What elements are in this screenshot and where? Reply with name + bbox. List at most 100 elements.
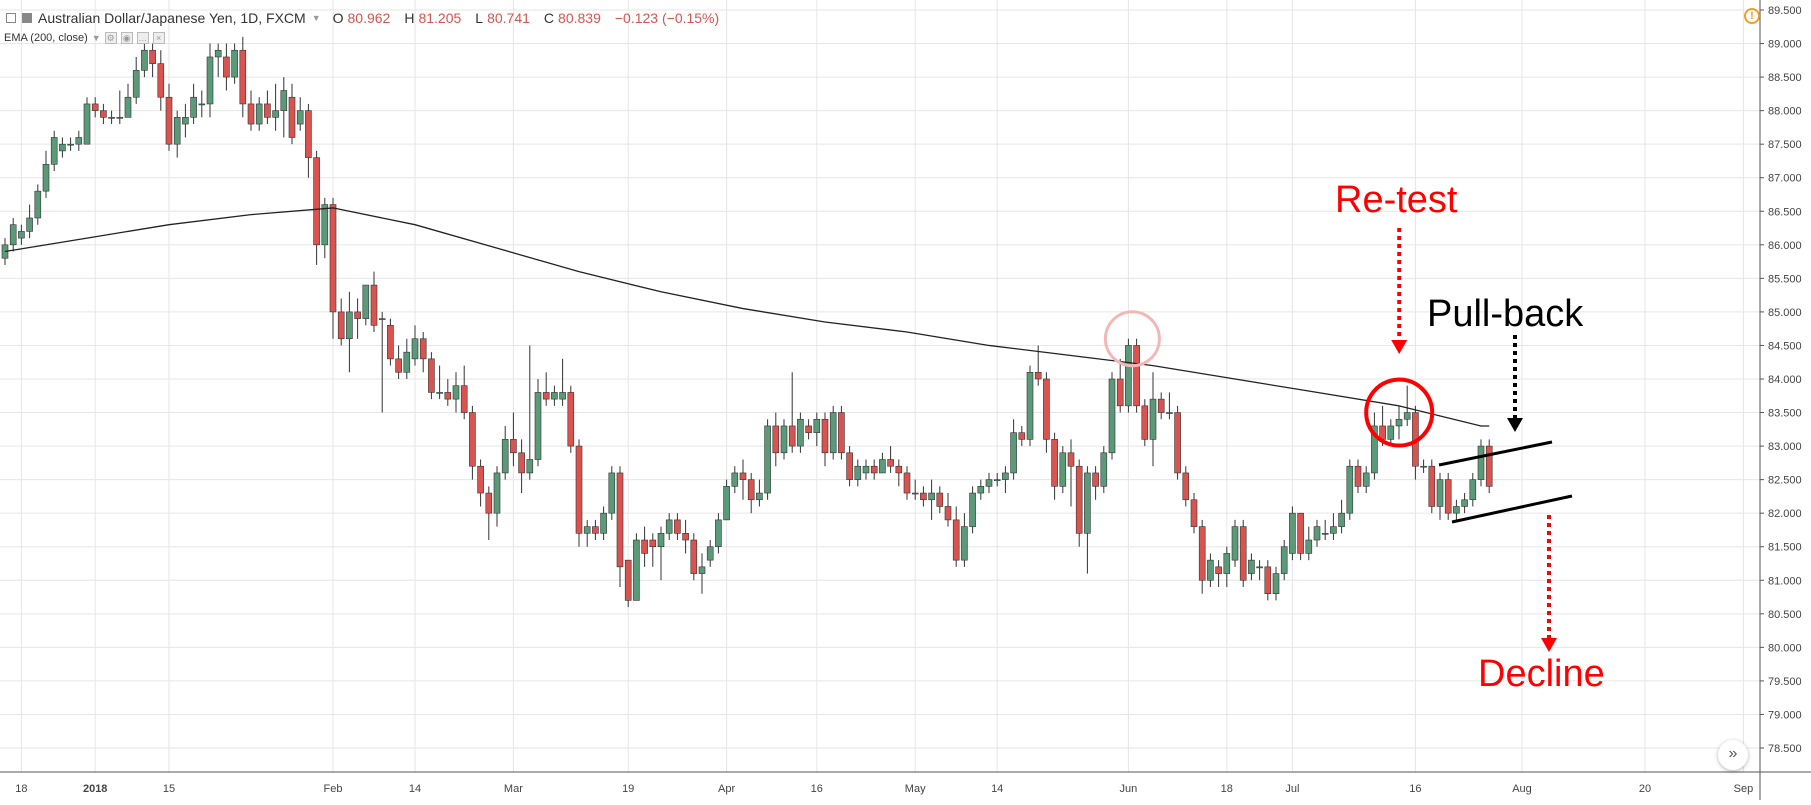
candle-body bbox=[1100, 452, 1108, 487]
more-icon[interactable]: … bbox=[136, 32, 149, 44]
candle bbox=[1108, 372, 1116, 460]
candle bbox=[624, 559, 632, 608]
candle bbox=[756, 479, 763, 507]
candle-body bbox=[895, 465, 903, 474]
candle-body bbox=[747, 479, 755, 501]
candle-body bbox=[1231, 526, 1239, 561]
y-tick-label: 82.500 bbox=[1768, 475, 1802, 487]
candle-body bbox=[124, 96, 132, 118]
candle bbox=[1420, 459, 1427, 473]
candle bbox=[346, 291, 353, 373]
candle bbox=[641, 526, 648, 567]
x-tick-label: 2018 bbox=[83, 783, 107, 795]
scroll-to-end-icon[interactable]: » bbox=[1718, 740, 1748, 770]
candle bbox=[1157, 392, 1165, 420]
candle-body bbox=[42, 164, 50, 192]
candle-body bbox=[34, 190, 42, 219]
chevron-down-icon[interactable]: ▼ bbox=[91, 33, 101, 43]
candle-body bbox=[108, 117, 115, 119]
candle-body bbox=[403, 351, 411, 373]
candle bbox=[108, 110, 115, 125]
candle bbox=[501, 425, 509, 480]
candle-body bbox=[534, 392, 542, 460]
close-icon[interactable]: × bbox=[152, 32, 165, 44]
candle bbox=[1289, 506, 1296, 561]
candle bbox=[231, 43, 238, 84]
candle bbox=[928, 479, 935, 520]
chevron-down-icon[interactable]: ▼ bbox=[311, 13, 321, 23]
candle-body bbox=[567, 392, 575, 447]
candle-body bbox=[337, 311, 345, 340]
candle bbox=[1002, 466, 1009, 494]
symbol-title[interactable]: Australian Dollar/Japanese Yen, 1D, FXCM bbox=[38, 10, 306, 26]
y-tick-label: 84.500 bbox=[1768, 340, 1802, 352]
change-value: −0.123 (−0.15%) bbox=[614, 10, 720, 26]
y-tick-label: 88.000 bbox=[1768, 106, 1802, 118]
candle-body bbox=[649, 539, 657, 548]
candle bbox=[83, 97, 91, 145]
candle-body bbox=[1149, 398, 1157, 440]
settings-icon[interactable]: ⚙ bbox=[104, 32, 117, 44]
candle-body bbox=[1387, 425, 1395, 440]
candle bbox=[1297, 512, 1304, 561]
candle-body bbox=[961, 526, 968, 561]
candle-body bbox=[1026, 371, 1034, 440]
candle bbox=[1453, 499, 1460, 520]
candle bbox=[100, 103, 107, 125]
candle-body bbox=[132, 70, 140, 98]
candle-body bbox=[214, 49, 222, 58]
candle-body bbox=[1067, 452, 1075, 467]
candle-body bbox=[657, 533, 665, 548]
candle bbox=[657, 526, 665, 581]
candle bbox=[255, 97, 263, 131]
x-tick-label: Jul bbox=[1285, 783, 1299, 795]
y-tick-label: 80.500 bbox=[1768, 609, 1802, 621]
candle bbox=[223, 43, 230, 91]
candle bbox=[1215, 560, 1222, 587]
candle-body bbox=[854, 465, 862, 480]
candle-body bbox=[870, 465, 878, 474]
candle bbox=[649, 533, 657, 567]
y-tick-label: 86.500 bbox=[1768, 206, 1802, 218]
y-tick-label: 87.000 bbox=[1768, 173, 1802, 185]
annotation-label: Decline bbox=[1478, 653, 1605, 695]
candle bbox=[1075, 459, 1083, 547]
collapse-icon[interactable] bbox=[6, 13, 16, 23]
candle-body bbox=[1395, 418, 1403, 427]
pullback-arrow-head bbox=[1507, 418, 1523, 432]
candle-body bbox=[1280, 546, 1288, 574]
candle bbox=[1371, 412, 1378, 480]
candle-body bbox=[756, 492, 763, 501]
candle bbox=[739, 459, 747, 500]
candle bbox=[165, 83, 173, 151]
candle-body bbox=[641, 539, 648, 554]
candle-body bbox=[731, 472, 739, 487]
candle-body bbox=[608, 472, 616, 514]
candle-body bbox=[1305, 539, 1313, 554]
candle-body bbox=[829, 412, 837, 454]
candle bbox=[1125, 338, 1132, 413]
visibility-icon[interactable]: ◉ bbox=[120, 32, 133, 44]
candle bbox=[428, 352, 435, 400]
candle bbox=[1395, 405, 1403, 440]
candle bbox=[1133, 338, 1140, 413]
candle-body bbox=[165, 96, 173, 145]
candle bbox=[1436, 472, 1444, 520]
candle bbox=[608, 466, 616, 520]
candle-body bbox=[477, 465, 484, 494]
candle-body bbox=[559, 392, 566, 400]
candle-body bbox=[1002, 472, 1009, 480]
candle bbox=[198, 90, 206, 118]
candle bbox=[1141, 399, 1149, 447]
alert-icon[interactable]: ! bbox=[1744, 8, 1760, 24]
candle-body bbox=[674, 519, 681, 534]
candle bbox=[747, 472, 755, 514]
candle-body bbox=[723, 486, 730, 521]
candle-body bbox=[1018, 432, 1026, 440]
ema-label[interactable]: EMA (200, close) bbox=[4, 32, 88, 44]
candle-body bbox=[387, 325, 394, 360]
candle bbox=[1223, 546, 1231, 587]
candle bbox=[518, 439, 525, 494]
